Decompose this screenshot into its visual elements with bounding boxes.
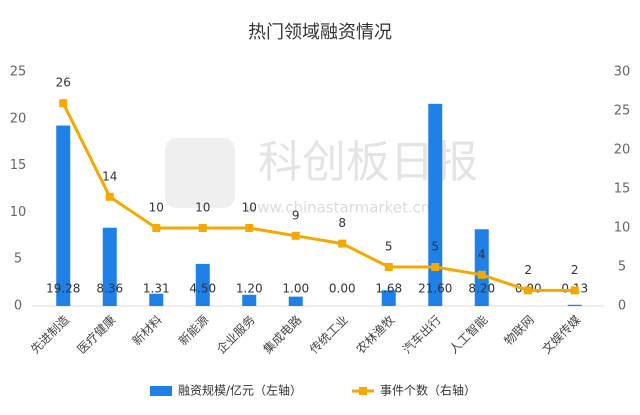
y-tick-label: 20 <box>10 111 27 126</box>
bar-value-label: 8.20 <box>468 282 495 296</box>
bar <box>288 296 303 306</box>
bar <box>567 304 582 306</box>
bar <box>195 263 210 306</box>
line-marker <box>384 263 393 271</box>
line-value-label: 8 <box>338 216 346 230</box>
bar-value-label: 4.50 <box>189 282 216 296</box>
bar-value-label: 1.20 <box>236 282 263 296</box>
line-marker <box>570 286 579 295</box>
x-tick-label: 新能源 <box>175 312 211 348</box>
x-tick-label: 企业服务 <box>213 312 258 357</box>
bar <box>149 293 164 306</box>
y2-tick-label: 15 <box>614 182 631 197</box>
line-marker <box>105 192 114 201</box>
line-value-label: 2 <box>524 263 532 277</box>
bar <box>381 290 396 306</box>
legend-swatch <box>359 387 367 395</box>
y2-tick-label: 10 <box>614 221 631 236</box>
y2-tick-label: 0 <box>618 299 626 314</box>
x-tick-label: 人工智能 <box>446 312 491 357</box>
x-tick-label: 医疗健康 <box>74 312 119 357</box>
chart-title: 热门领域融资情况 <box>248 22 392 43</box>
x-tick-label: 集成电路 <box>260 312 305 357</box>
line-value-label: 10 <box>195 201 210 215</box>
x-tick-label: 新材料 <box>129 312 165 348</box>
bar-value-label: 8.36 <box>96 282 123 296</box>
bar-value-label: 1.00 <box>282 282 309 296</box>
x-tick-label: 文娱传媒 <box>539 312 584 357</box>
bar <box>102 227 117 306</box>
bar-value-label: 1.68 <box>375 282 402 296</box>
line-value-label: 2 <box>571 263 579 277</box>
y-tick-label: 0 <box>14 299 22 314</box>
bar-value-label: 1.31 <box>143 282 170 296</box>
line-marker <box>291 231 300 240</box>
y2-tick-label: 25 <box>614 104 631 119</box>
bar <box>242 294 257 306</box>
y-tick-label: 15 <box>10 158 27 173</box>
line <box>61 102 575 292</box>
y-tick-label: 5 <box>14 252 22 267</box>
line-marker <box>59 99 68 108</box>
line-marker <box>245 224 254 232</box>
x-tick-label: 物联网 <box>501 313 536 348</box>
line-value-label: 5 <box>431 240 439 254</box>
bar-value-label: 21.60 <box>418 282 452 296</box>
legend-label: 事件个数（右轴） <box>380 383 476 398</box>
bar <box>474 229 489 306</box>
x-tick-label: 传统工业 <box>306 312 351 357</box>
line-marker <box>198 224 207 232</box>
line-marker <box>524 286 533 295</box>
line-marker <box>152 224 161 232</box>
watermark-brand: 科创板日报 <box>258 137 478 188</box>
y2-tick-label: 30 <box>614 65 631 80</box>
x-tick-label: 农林渔牧 <box>353 313 397 357</box>
y2-tick-label: 20 <box>614 143 631 158</box>
bar-value-label: 0.00 <box>329 282 356 296</box>
line-marker <box>431 263 440 271</box>
legend-swatch <box>150 386 172 396</box>
x-tick-label: 汽车出行 <box>399 312 444 357</box>
line-value-label: 9 <box>292 208 300 222</box>
y2-tick-label: 5 <box>618 260 626 275</box>
line-value-label: 4 <box>478 247 486 261</box>
y-tick-label: 10 <box>10 205 27 220</box>
bar <box>56 125 71 306</box>
line-value-label: 10 <box>149 201 164 215</box>
bar <box>428 103 443 306</box>
x-tick-label: 先进制造 <box>28 313 72 357</box>
line-value-label: 10 <box>242 201 257 215</box>
legend-label: 融资规模/亿元（左轴） <box>178 383 302 398</box>
bar-value-label: 19.28 <box>46 282 80 296</box>
line-value-label: 5 <box>385 240 393 254</box>
line-value-label: 14 <box>102 169 117 183</box>
watermark-url: www.chinastarmarket.cn <box>245 199 430 217</box>
line-value-label: 26 <box>56 76 71 90</box>
y-tick-label: 25 <box>10 65 27 80</box>
line-marker <box>338 239 347 248</box>
watermark-logo <box>165 138 235 208</box>
line-marker <box>477 270 486 279</box>
